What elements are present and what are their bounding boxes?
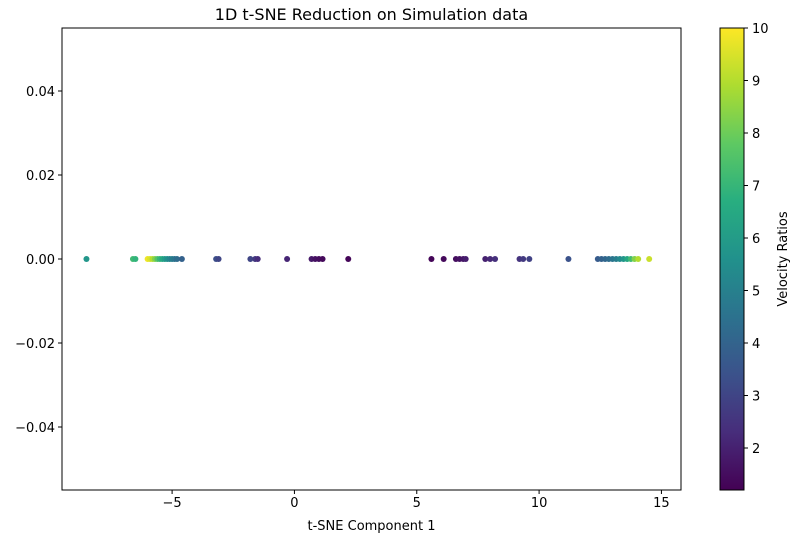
x-tick-label: 15 — [653, 496, 670, 511]
scatter-point — [284, 256, 291, 262]
colorbar-tick-label: 2 — [752, 442, 760, 457]
x-axis-ticks: −5 0 5 10 15 — [163, 490, 670, 511]
scatter-point — [487, 256, 494, 262]
scatter-point — [319, 256, 326, 262]
y-tick-label: −0.02 — [15, 337, 55, 352]
colorbar-tick-label: 4 — [752, 337, 760, 352]
colorbar-tick-label: 8 — [752, 127, 760, 142]
scatter-point — [254, 256, 261, 262]
scatter-point — [492, 256, 499, 262]
chart-title: 1D t-SNE Reduction on Simulation data — [215, 5, 528, 24]
x-axis-label: t-SNE Component 1 — [308, 519, 436, 534]
scatter-point — [526, 256, 533, 262]
scatter-point — [83, 256, 90, 262]
scatter-point — [440, 256, 447, 262]
colorbar — [719, 27, 745, 491]
scatter-point — [646, 256, 653, 262]
scatter-point — [132, 256, 139, 262]
colorbar-tick-label: 7 — [752, 180, 760, 195]
scatter-point — [462, 256, 469, 262]
x-tick-label: 0 — [290, 496, 298, 511]
scatter-points — [83, 256, 653, 262]
y-tick-label: 0.00 — [26, 253, 55, 268]
colorbar-tick-label: 6 — [752, 232, 760, 247]
x-tick-label: −5 — [163, 496, 182, 511]
colorbar-ticks: 2 3 4 5 6 7 8 9 10 — [744, 22, 769, 457]
y-axis-ticks: 0.04 0.02 0.00 −0.02 −0.04 — [15, 85, 62, 436]
colorbar-tick-label: 3 — [752, 390, 760, 405]
x-tick-label: 5 — [413, 496, 421, 511]
y-tick-label: 0.02 — [26, 169, 55, 184]
x-tick-label: 10 — [531, 496, 548, 511]
scatter-point — [173, 256, 180, 262]
scatter-point — [428, 256, 435, 262]
scatter-point — [635, 256, 642, 262]
colorbar-tick-label: 5 — [752, 285, 760, 300]
scatter-point — [178, 256, 185, 262]
colorbar-tick-label: 9 — [752, 75, 760, 90]
scatter-point — [520, 256, 527, 262]
colorbar-tick-label: 10 — [752, 22, 769, 37]
y-tick-label: 0.04 — [26, 85, 55, 100]
y-tick-label: −0.04 — [15, 421, 55, 436]
scatter-point — [247, 256, 254, 262]
scatter-point — [482, 256, 489, 262]
scatter-point — [345, 256, 352, 262]
scatter-point — [215, 256, 222, 262]
colorbar-label: Velocity Ratios — [776, 211, 791, 307]
scatter-point — [565, 256, 572, 262]
